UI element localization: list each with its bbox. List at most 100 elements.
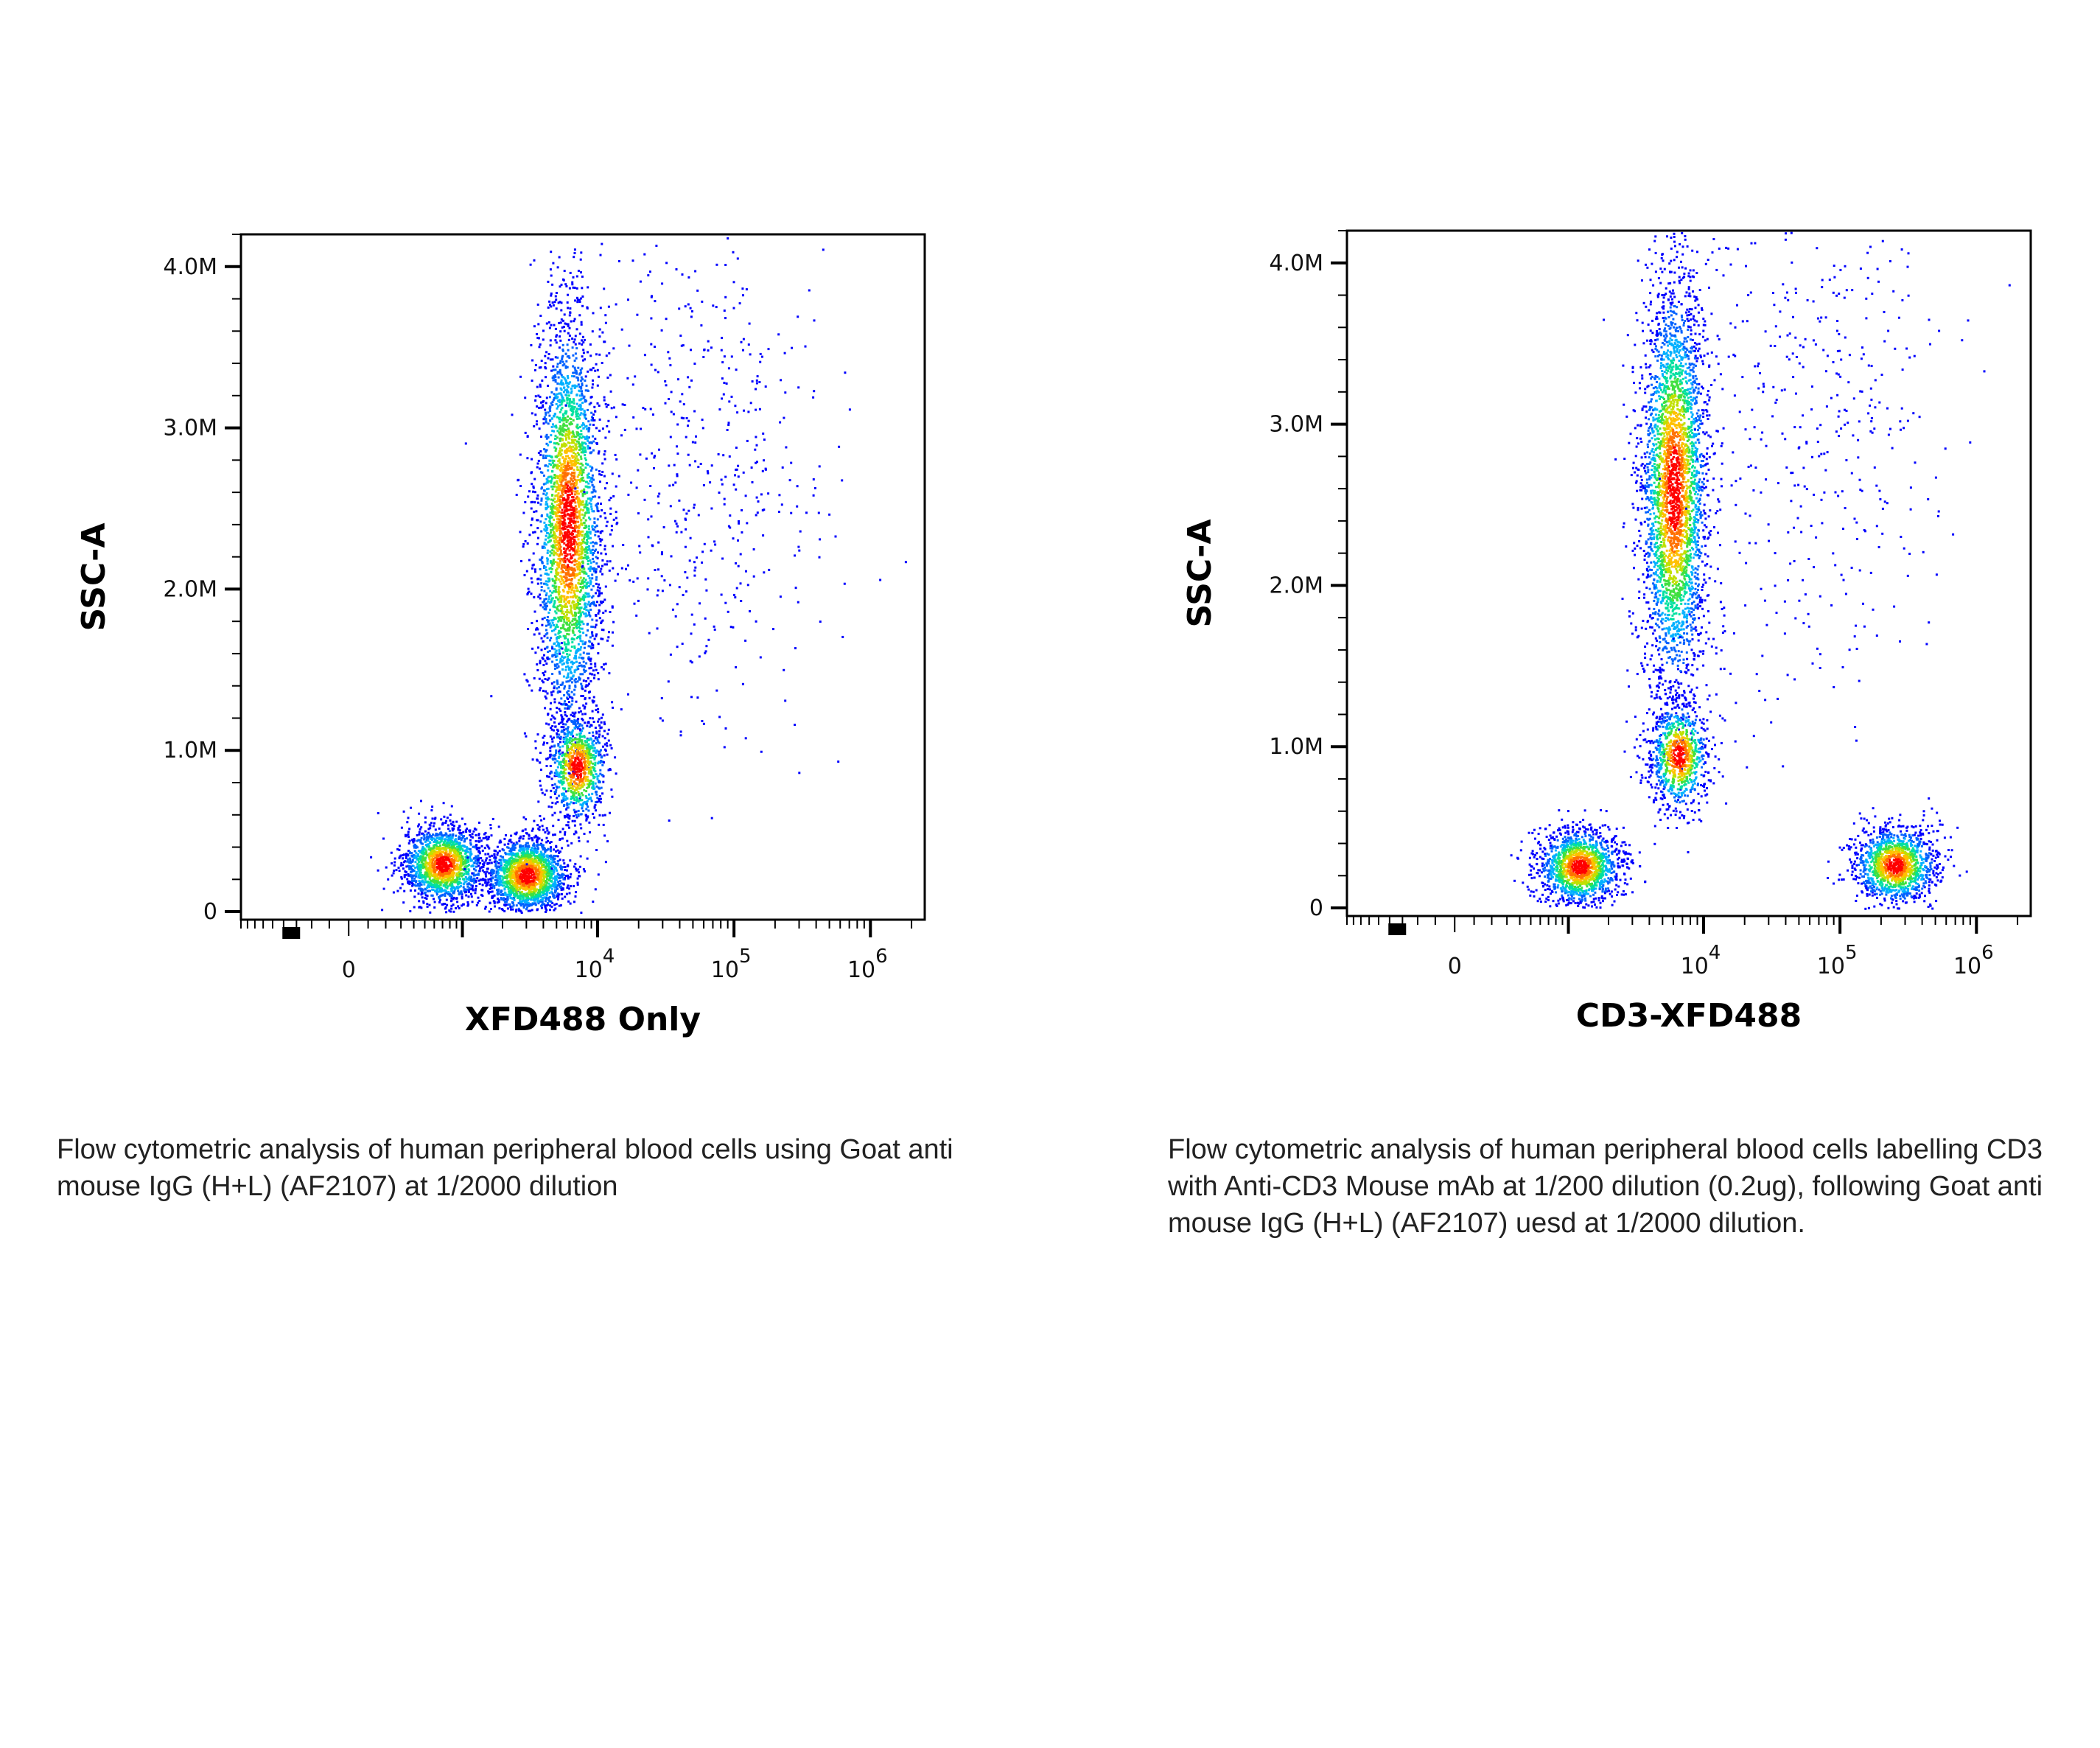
event-dot [533, 850, 536, 853]
event-dot [508, 873, 511, 876]
event-dot [545, 722, 548, 725]
event-dot [437, 855, 440, 857]
event-dot [538, 853, 541, 856]
event-dot [541, 887, 544, 890]
event-dot [578, 556, 581, 559]
event-dot [573, 452, 575, 454]
event-dot [578, 554, 581, 557]
event-dot [563, 595, 566, 598]
event-dot [449, 814, 452, 817]
event-dot [410, 870, 413, 873]
event-dot [430, 884, 433, 887]
event-dot [572, 445, 575, 448]
event-dot [599, 753, 602, 756]
event-dot [458, 829, 461, 832]
event-dot [539, 868, 542, 871]
event-dot [457, 883, 459, 886]
event-dot [547, 832, 550, 835]
event-dot [502, 881, 505, 884]
event-dot [421, 856, 424, 859]
event-dot [413, 838, 416, 840]
event-dot [536, 875, 539, 878]
event-dot [559, 604, 561, 607]
event-dot [545, 881, 547, 884]
event-dot [519, 892, 522, 895]
event-dot [554, 891, 556, 894]
event-dot [592, 379, 594, 382]
event-dot [549, 344, 552, 347]
event-dot [418, 831, 421, 833]
event-dot [566, 526, 569, 528]
event-dot [505, 903, 508, 906]
event-dot [445, 911, 448, 914]
event-dot [528, 837, 531, 840]
event-dot [558, 650, 561, 653]
event-dot [463, 859, 466, 862]
event-dot [547, 847, 550, 850]
event-dot [583, 506, 586, 509]
event-dot [449, 895, 452, 898]
event-dot [578, 503, 581, 506]
event-dot [397, 867, 400, 869]
event-dot [554, 889, 557, 892]
event-dot [433, 864, 436, 867]
event-dot [573, 567, 576, 570]
event-dot [513, 892, 516, 895]
event-dot [548, 407, 551, 410]
event-dot [439, 853, 442, 856]
event-dot [407, 881, 409, 884]
event-dot [435, 845, 438, 848]
event-dot [567, 648, 570, 651]
event-dot [570, 588, 573, 591]
event-dot [555, 875, 558, 878]
event-dot [597, 535, 600, 538]
event-dot [542, 606, 545, 609]
event-dot [438, 850, 441, 853]
event-dot [522, 898, 525, 900]
event-dot [550, 884, 553, 887]
event-dot [554, 434, 557, 437]
event-dot [556, 528, 559, 531]
event-dot [547, 487, 550, 490]
event-dot [565, 680, 568, 683]
event-dot [540, 530, 543, 533]
event-dot [577, 379, 580, 382]
event-dot [480, 845, 483, 847]
event-dot [505, 898, 507, 901]
event-dot [545, 464, 547, 467]
event-dot [564, 869, 567, 871]
event-dot [564, 665, 567, 668]
event-dot [511, 887, 514, 890]
event-dot [519, 866, 522, 869]
event-dot [421, 866, 424, 869]
event-dot [564, 598, 567, 601]
event-dot [556, 536, 559, 539]
event-dot [377, 812, 379, 814]
event-dot [385, 866, 388, 869]
event-dot [573, 811, 576, 814]
event-dot [542, 690, 545, 693]
event-dot [540, 819, 543, 822]
event-dot [418, 900, 421, 903]
event-dot [428, 858, 431, 861]
event-dot [503, 864, 506, 867]
event-dot [449, 860, 452, 863]
event-dot [475, 833, 477, 836]
event-dot [581, 522, 584, 525]
event-dot [559, 879, 561, 882]
event-dot [438, 847, 441, 850]
event-dot [405, 870, 407, 873]
event-dot [578, 332, 581, 335]
event-dot [573, 248, 576, 251]
event-dot [567, 415, 569, 418]
event-dot [407, 873, 410, 875]
event-dot [509, 887, 511, 889]
event-dot [519, 886, 522, 889]
event-dot [471, 884, 474, 887]
event-dot [542, 884, 545, 886]
event-dot [585, 417, 587, 420]
event-dot [539, 450, 542, 452]
event-dot [579, 480, 581, 483]
event-dot [564, 528, 567, 530]
event-dot [585, 684, 588, 687]
